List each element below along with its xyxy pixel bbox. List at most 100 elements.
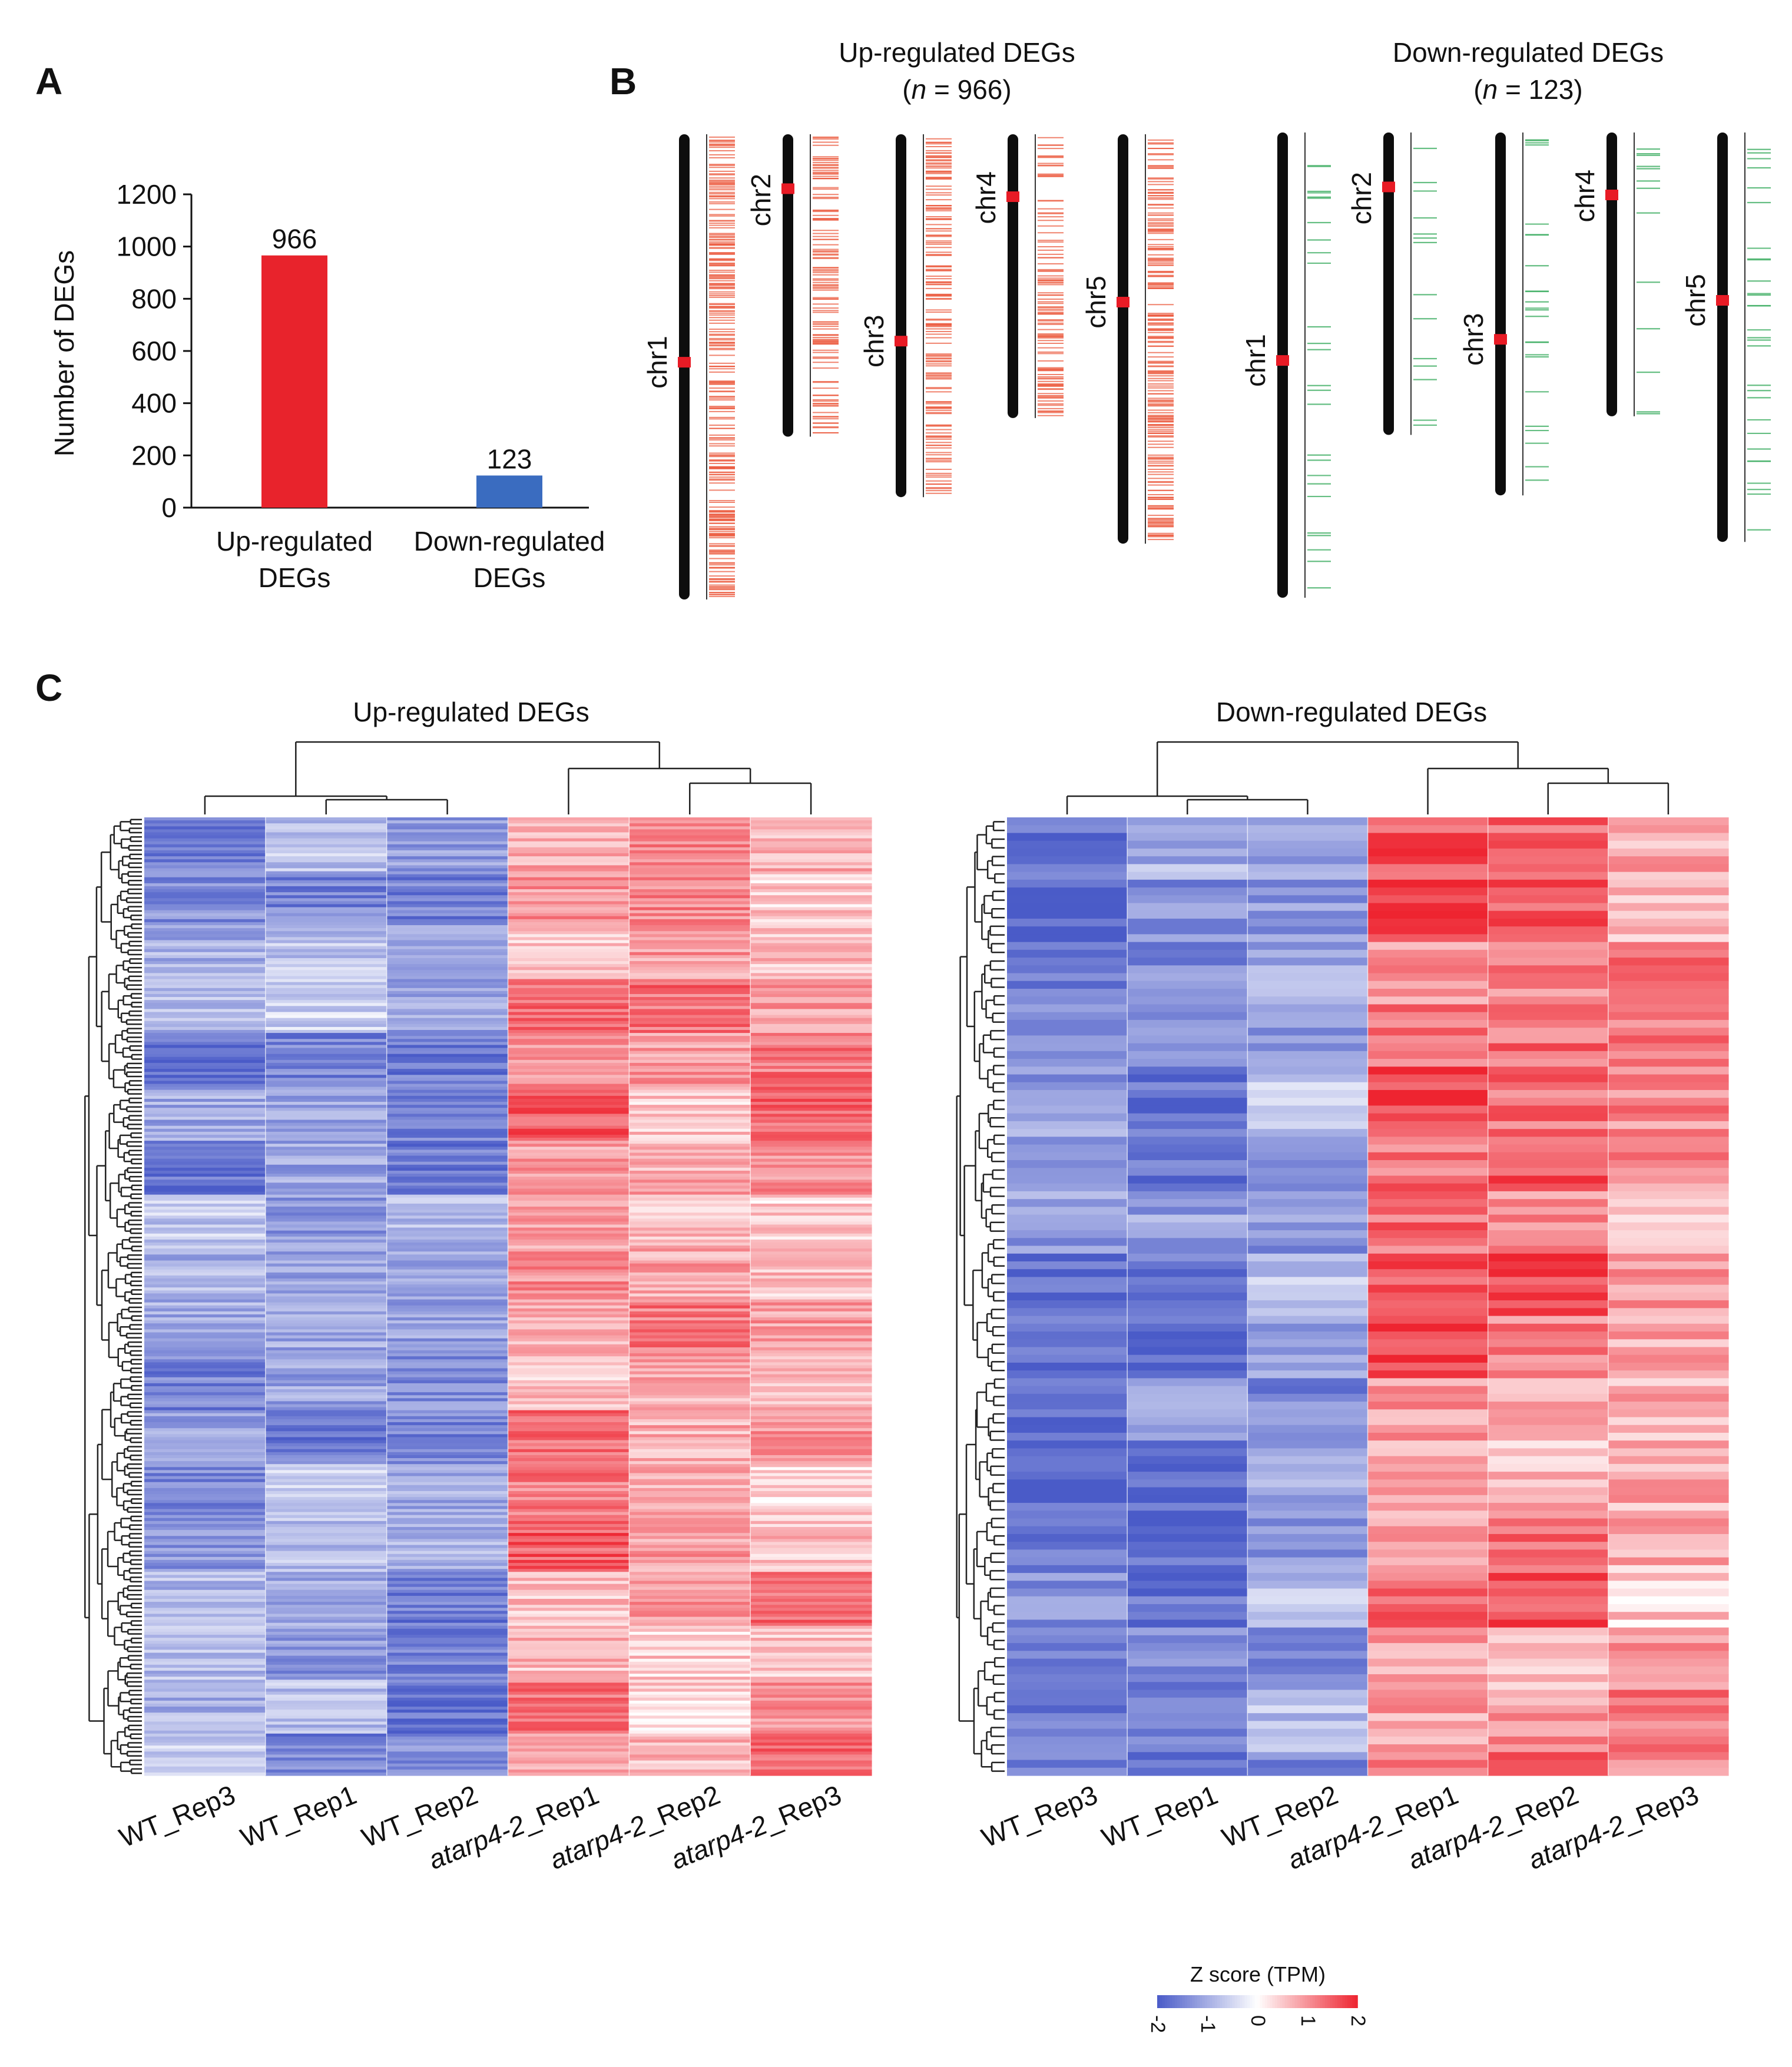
heatmap-cell bbox=[1007, 1697, 1128, 1706]
colorbar-segment bbox=[1180, 1995, 1183, 2008]
heatmap-cell bbox=[144, 1518, 266, 1522]
heatmap-cell bbox=[144, 1246, 266, 1249]
heatmap-cell bbox=[750, 985, 872, 989]
heatmap-cell bbox=[144, 832, 266, 836]
heatmap-cell bbox=[386, 1464, 509, 1468]
heatmap-cell bbox=[508, 1518, 630, 1522]
heatmap-cell bbox=[144, 1125, 266, 1129]
heatmap-cell bbox=[629, 1563, 751, 1566]
colorbar-segment bbox=[1290, 1995, 1293, 2008]
colorbar-segment bbox=[1237, 1995, 1241, 2008]
heatmap-cell bbox=[750, 1374, 872, 1378]
heatmap-cell bbox=[1367, 1074, 1489, 1083]
heatmap-cell bbox=[508, 1691, 630, 1695]
heatmap-cell bbox=[265, 1147, 387, 1150]
heatmap-cell bbox=[508, 967, 630, 970]
heatmap-cell bbox=[750, 1674, 872, 1677]
heatmap-cell bbox=[265, 1482, 387, 1486]
heatmap-cell bbox=[750, 1389, 872, 1393]
heatmap-cell bbox=[144, 1760, 266, 1764]
heatmap-cell bbox=[1367, 1354, 1489, 1363]
heatmap-cell bbox=[1367, 1479, 1489, 1488]
heatmap-cell bbox=[1247, 1518, 1369, 1527]
heatmap-cell bbox=[144, 820, 266, 824]
heatmap-cell bbox=[265, 1054, 387, 1058]
heatmap-cell bbox=[508, 1572, 630, 1575]
heatmap-cell bbox=[265, 1413, 387, 1417]
heatmap-cell bbox=[386, 1718, 509, 1722]
heatmap-cell bbox=[508, 1182, 630, 1186]
heatmap-cell bbox=[508, 1707, 630, 1710]
heatmap-cell bbox=[265, 1167, 387, 1171]
heatmap-cell bbox=[508, 1164, 630, 1168]
heatmap-cell bbox=[386, 1012, 509, 1016]
heatmap-cell bbox=[1247, 1510, 1369, 1519]
heatmap-cell bbox=[386, 1158, 509, 1162]
heatmap-cell bbox=[1488, 1682, 1609, 1691]
heatmap-cell bbox=[508, 1236, 630, 1240]
colorbar-segment bbox=[1230, 1995, 1233, 2008]
heatmap-cell bbox=[750, 1215, 872, 1219]
heatmap-cell bbox=[1007, 1604, 1128, 1612]
heatmap-cell bbox=[750, 967, 872, 970]
heatmap-cell bbox=[1488, 1690, 1609, 1698]
heatmap-cell bbox=[1488, 965, 1609, 974]
heatmap-cell bbox=[144, 1266, 266, 1270]
heatmap-cell bbox=[629, 1431, 751, 1435]
heatmap-cell bbox=[750, 1422, 872, 1426]
heatmap-cell bbox=[508, 1210, 630, 1213]
heatmap-cell bbox=[144, 1523, 266, 1528]
heatmap-cell bbox=[265, 1500, 387, 1503]
heatmap-cell bbox=[1007, 1199, 1128, 1207]
heatmap-cell bbox=[1007, 1207, 1128, 1215]
heatmap-cell bbox=[144, 925, 266, 929]
heatmap-cell bbox=[1608, 1370, 1729, 1379]
heatmap-cell bbox=[629, 1625, 751, 1629]
heatmap-cell bbox=[508, 1553, 630, 1558]
heatmap-cell bbox=[386, 1389, 509, 1393]
heatmap-cell bbox=[386, 1605, 509, 1608]
heatmap-cell bbox=[508, 1712, 630, 1716]
chromosome-label: chr5 bbox=[1081, 276, 1111, 328]
colorbar-segment bbox=[1327, 1995, 1331, 2008]
heatmap-cell bbox=[750, 1530, 872, 1533]
heatmap-cell bbox=[1007, 926, 1128, 935]
centromere-mark bbox=[1117, 297, 1129, 308]
heatmap-cell bbox=[386, 964, 509, 968]
heatmap-cell bbox=[1367, 1238, 1489, 1247]
heatmap-cell bbox=[1367, 1019, 1489, 1028]
heatmap-cell bbox=[1608, 1440, 1729, 1449]
heatmap-cell bbox=[1007, 1028, 1128, 1036]
heatmap-cell bbox=[144, 913, 266, 917]
heatmap-cell bbox=[144, 1700, 266, 1704]
heatmap-cell bbox=[1007, 1463, 1128, 1472]
heatmap-cell bbox=[508, 1563, 630, 1566]
heatmap-cell bbox=[750, 1703, 872, 1707]
heatmap-cell bbox=[1007, 1362, 1128, 1371]
heatmap-cell bbox=[750, 1308, 872, 1312]
heatmap-cell bbox=[508, 1586, 630, 1591]
heatmap-cell bbox=[386, 1174, 509, 1177]
heatmap-cell bbox=[1007, 1269, 1128, 1278]
heatmap-cell bbox=[386, 1641, 509, 1644]
heatmap-cell bbox=[1007, 1456, 1128, 1465]
heatmap-cell bbox=[1127, 1604, 1248, 1612]
heatmap-cell bbox=[1488, 1378, 1609, 1387]
heatmap-cell bbox=[265, 922, 387, 926]
heatmap-cell bbox=[1247, 918, 1369, 927]
heatmap-cell bbox=[265, 949, 387, 953]
heatmap-cell bbox=[508, 1029, 630, 1034]
heatmap-cell bbox=[508, 1490, 630, 1495]
heatmap-cell bbox=[1488, 1533, 1609, 1542]
heatmap-cell bbox=[265, 1599, 387, 1602]
heatmap-cell bbox=[750, 943, 872, 947]
heatmap-cell bbox=[386, 1461, 509, 1465]
heatmap-cell bbox=[144, 1257, 266, 1261]
heatmap-cell bbox=[1488, 1721, 1609, 1730]
heatmap-cell bbox=[750, 1404, 872, 1408]
heatmap-cell bbox=[265, 1658, 387, 1662]
heatmap-cell bbox=[386, 973, 509, 977]
heatmap-cell bbox=[144, 1727, 266, 1731]
heatmap-cell bbox=[508, 1605, 630, 1608]
heatmap-cell bbox=[629, 1203, 751, 1207]
